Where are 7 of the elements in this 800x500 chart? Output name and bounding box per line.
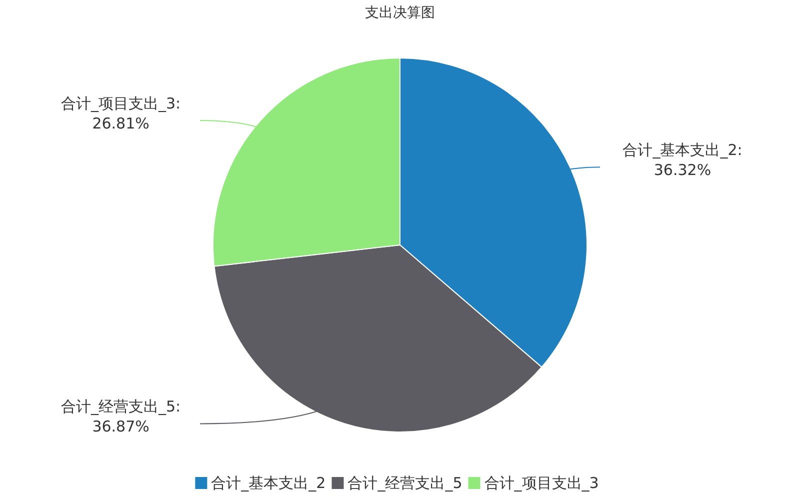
chart-title: 支出决算图	[365, 5, 435, 21]
legend-label: 合计_项目支出_3	[484, 474, 599, 492]
data-label: 合计_基本支出_2: 36.32%	[622, 141, 742, 180]
legend-label: 合计_基本支出_2	[211, 474, 326, 492]
data-label: 合计_项目支出_3: 26.81%	[60, 94, 181, 132]
legend-label: 合计_经营支出_5	[348, 474, 462, 492]
data-label: 合计_经营支出_5: 36.87%	[60, 398, 181, 436]
